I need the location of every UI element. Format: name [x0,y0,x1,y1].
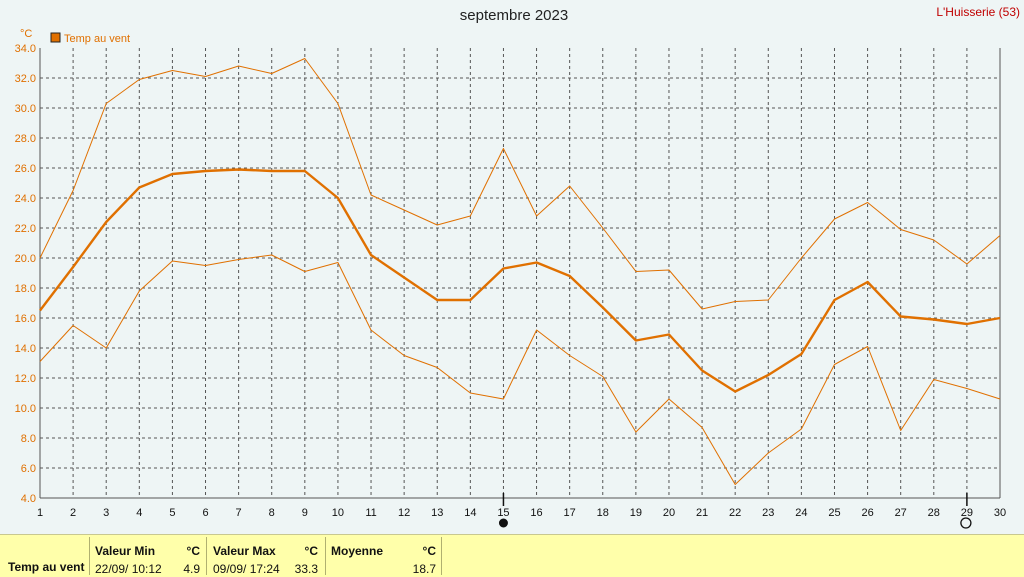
stats-max-datetime: 09/09/ 17:24 [213,562,280,576]
y-tick-label: 12.0 [15,373,36,385]
y-tick-label: 34.0 [15,43,36,55]
temperature-chart: septembre 2023 L'Huisserie (53) °C Temp … [15,5,1020,529]
y-tick-label: 30.0 [15,103,36,115]
series-line-max [39,58,1001,310]
series-line-min [39,254,1001,485]
stats-max-header: Valeur Max [213,544,276,558]
y-axis-unit: °C [20,28,32,40]
new-moon-icon [498,518,508,528]
moon-phases [498,493,972,529]
y-tick-label: 32.0 [15,73,36,85]
x-tick-label: 2 [70,507,76,519]
y-tick-label: 18.0 [15,283,36,295]
x-tick-label: 27 [895,507,907,519]
x-tick-label: 22 [729,507,741,519]
y-tick-label: 28.0 [15,133,36,145]
y-tick-label: 14.0 [15,343,36,355]
x-tick-label: 1 [37,507,43,519]
x-tick-label: 16 [530,507,542,519]
stats-min-datetime: 22/09/ 10:12 [95,562,162,576]
y-tick-label: 22.0 [15,223,36,235]
x-tick-label: 26 [861,507,873,519]
x-tick-label: 25 [828,507,840,519]
stats-row-label: Temp au vent [8,560,85,574]
y-tick-label: 6.0 [21,463,36,475]
x-tick-label: 13 [431,507,443,519]
y-tick-label: 8.0 [21,433,36,445]
stats-mean-value: 18.7 [412,562,436,576]
x-tick-label: 4 [136,507,142,519]
series-line-mean [39,168,1001,393]
x-tick-label: 30 [994,507,1006,519]
x-tick-label: 15 [497,507,509,519]
axes: 4.0 6.0 8.0 10.0 12.0 14.0 16.0 18.0 20.0 22.0 24.… [15,43,1007,519]
x-tick-label: 12 [398,507,410,519]
x-tick-label: 5 [169,507,175,519]
full-moon-icon [960,517,972,529]
series-lines [39,58,1001,485]
x-tick-label: 24 [795,507,807,519]
y-tick-label: 20.0 [15,253,36,265]
y-tick-label: 10.0 [15,403,36,415]
stats-max-value: 33.3 [294,562,318,576]
station-name: L'Huisserie (53) [936,5,1020,19]
stats-min-box: Valeur Min °C 22/09/ 10:12 4.9 [89,537,206,576]
y-tick-label: 4.0 [21,493,36,505]
x-tick-label: 6 [202,507,208,519]
x-tick-label: 9 [302,507,308,519]
y-tick-label: 26.0 [15,163,36,175]
stats-mean-header: Moyenne [331,544,384,558]
x-tick-label: 29 [961,507,973,519]
stats-mean-box: Moyenne °C 18.7 [325,537,442,576]
x-tick-label: 10 [332,507,344,519]
x-tick-label: 3 [103,507,109,519]
stats-min-unit: °C [186,544,200,558]
x-tick-label: 8 [269,507,275,519]
stats-min-header: Valeur Min [95,544,156,558]
x-tick-label: 28 [928,507,940,519]
x-tick-label: 19 [630,507,642,519]
stats-max-unit: °C [304,544,318,558]
x-tick-label: 20 [663,507,675,519]
grid [40,48,1000,498]
legend-label: Temp au vent [64,33,130,45]
x-tick-label: 7 [236,507,242,519]
x-tick-label: 21 [696,507,708,519]
plot-area [40,48,1000,498]
stats-min-value: 4.9 [183,562,200,576]
x-tick-label: 11 [365,507,376,519]
stats-max-box: Valeur Max °C 09/09/ 17:24 33.3 [206,537,325,576]
x-tick-label: 18 [597,507,609,519]
y-tick-label: 16.0 [15,313,36,325]
y-tick-label: 24.0 [15,193,36,205]
stats-panel: Temp au vent Valeur Min °C 22/09/ 10:12 … [0,534,1024,577]
x-tick-label: 14 [464,507,476,519]
x-tick-label: 23 [762,507,774,519]
chart-title: septembre 2023 [460,7,568,24]
x-tick-label: 17 [564,507,576,519]
legend-swatch [50,32,61,43]
stats-mean-unit: °C [422,544,436,558]
